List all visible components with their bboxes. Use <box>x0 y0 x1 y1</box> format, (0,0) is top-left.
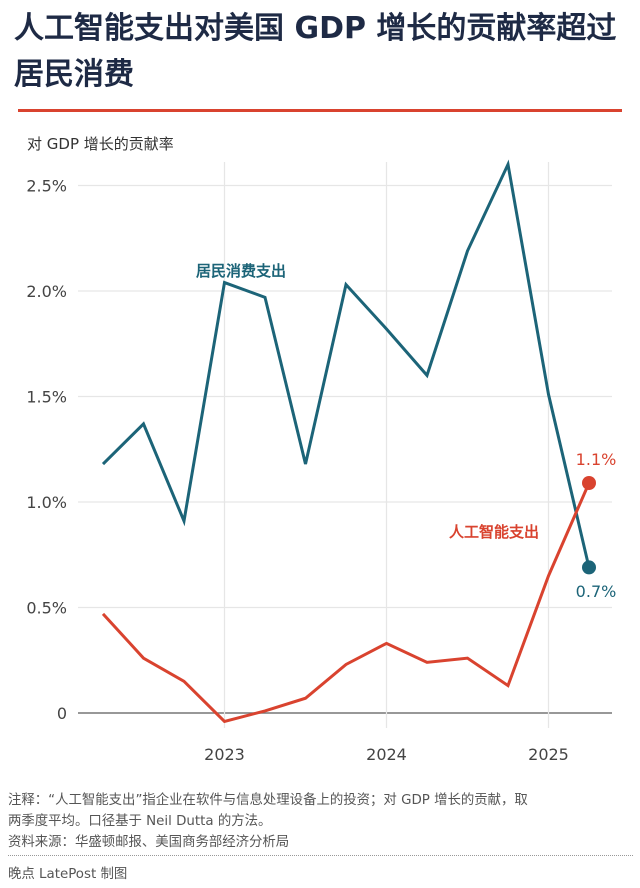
x-tick-label: 2025 <box>528 745 569 764</box>
consumer-series-label: 居民消费支出 <box>196 262 286 280</box>
chart-notes: 注释：“人工智能支出”指企业在软件与信息处理设备上的投资；对 GDP 增长的贡献… <box>8 790 634 853</box>
y-tick-label: 2.5% <box>26 177 67 196</box>
source-line: 资料来源：华盛顿邮报、美国商务部经济分析局 <box>8 835 290 850</box>
y-tick-label: 0 <box>57 704 67 723</box>
gridlines <box>78 162 612 728</box>
ai-spending-end-dot <box>582 476 596 491</box>
y-tick-label: 0.5% <box>26 599 67 618</box>
consumer-end-value: 0.7% <box>576 582 617 601</box>
y-tick-label: 1.0% <box>26 493 67 512</box>
ai-end-value: 1.1% <box>576 450 617 469</box>
y-tick-label: 2.0% <box>26 282 67 301</box>
consumer-spending-end-dot <box>582 560 596 575</box>
chart-title: 人工智能支出对美国 GDP 增长的贡献率超过居民消费 <box>14 11 617 92</box>
credit-line: 晚点 LatePost 制图 <box>8 867 128 882</box>
title-divider <box>18 109 622 112</box>
y-tick-label: 1.5% <box>26 388 67 407</box>
note-line-1: 注释：“人工智能支出”指企业在软件与信息处理设备上的投资；对 GDP 增长的贡献… <box>8 793 528 808</box>
footer-divider <box>8 855 633 856</box>
x-tick-labels: 2023 2024 2025 <box>204 745 569 764</box>
y-axis-label: 对 GDP 增长的贡献率 <box>27 135 174 153</box>
ai-spending-line <box>101 482 591 724</box>
line-chart: 0 0.5% 1.0% 1.5% 2.0% 2.5% 2023 2024 2025 居民消费支… <box>26 159 617 764</box>
y-tick-labels: 0 0.5% 1.0% 1.5% 2.0% 2.5% <box>26 177 67 724</box>
ai-series-label: 人工智能支出 <box>449 523 539 541</box>
x-tick-label: 2023 <box>204 745 245 764</box>
note-line-2: 两季度平均。口径基于 Neil Dutta 的方法。 <box>8 814 272 829</box>
consumer-spending-line <box>101 159 591 568</box>
series-lines <box>101 159 596 724</box>
x-tick-label: 2024 <box>366 745 407 764</box>
